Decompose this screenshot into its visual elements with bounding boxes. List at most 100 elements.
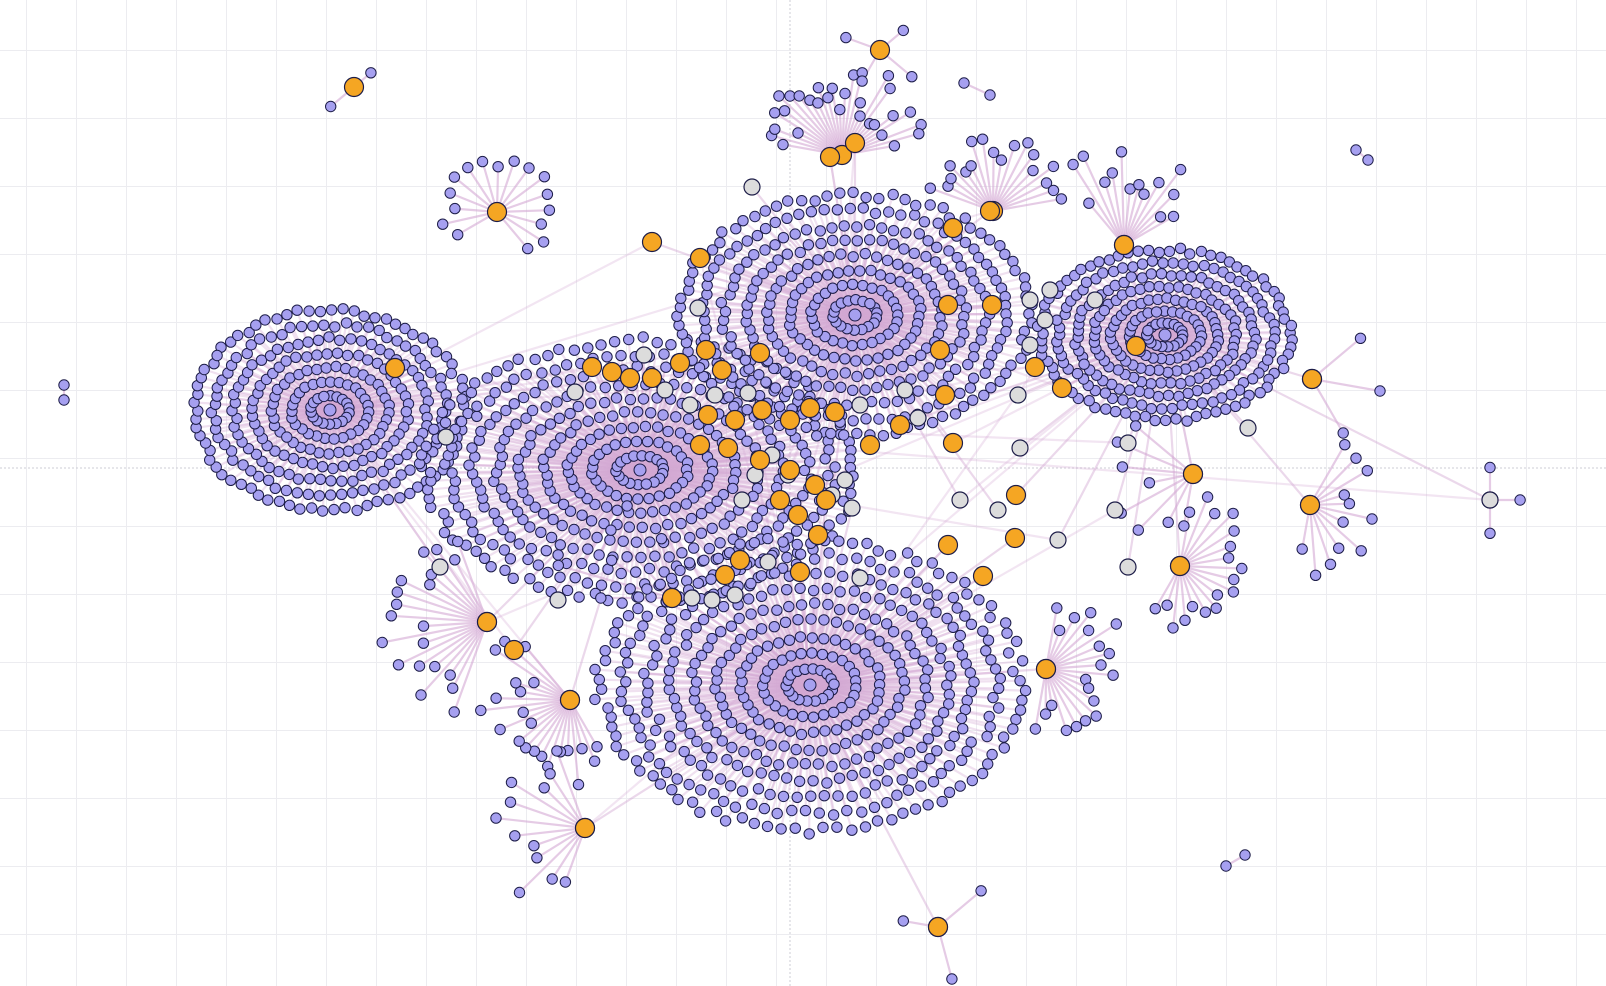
leaf-node[interactable] <box>637 393 650 405</box>
leaf-node[interactable] <box>662 518 674 531</box>
leaf-node[interactable] <box>850 753 863 765</box>
leaf-node[interactable] <box>347 475 359 487</box>
leaf-node[interactable] <box>650 724 662 737</box>
leaf-node[interactable] <box>951 602 963 614</box>
leaf-node[interactable] <box>698 554 710 566</box>
leaf-node[interactable] <box>1181 415 1193 427</box>
leaf-node[interactable] <box>884 599 896 611</box>
leaf-node[interactable] <box>323 331 335 343</box>
leaf-node[interactable] <box>641 583 653 595</box>
leaf-node[interactable] <box>535 218 547 230</box>
leaf-node[interactable] <box>538 171 551 183</box>
leaf-node[interactable] <box>269 445 281 457</box>
leaf-node[interactable] <box>498 544 511 556</box>
leaf-node[interactable] <box>373 324 385 337</box>
leaf-node[interactable] <box>815 365 827 378</box>
leaf-node[interactable] <box>805 790 817 802</box>
leaf-node[interactable] <box>490 812 502 824</box>
leaf-node[interactable] <box>615 685 628 698</box>
leaf-node[interactable] <box>915 780 927 792</box>
leaf-node[interactable] <box>924 199 936 211</box>
leaf-node[interactable] <box>1133 385 1146 398</box>
left-cluster-hub[interactable] <box>323 403 337 417</box>
leaf-node[interactable] <box>385 610 397 622</box>
leaf-node[interactable] <box>906 610 918 622</box>
leaf-node[interactable] <box>528 840 540 852</box>
leaf-node[interactable] <box>394 492 406 504</box>
leaf-node[interactable] <box>671 773 683 785</box>
leaf-node[interactable] <box>888 566 900 578</box>
leaf-node[interactable] <box>708 788 720 800</box>
leaf-node[interactable] <box>847 603 859 615</box>
leaf-node[interactable] <box>576 509 588 521</box>
hub-node[interactable] <box>799 397 821 419</box>
hub-node[interactable] <box>619 367 641 389</box>
leaf-node[interactable] <box>357 484 369 496</box>
leaf-node[interactable] <box>825 427 837 440</box>
leaf-node[interactable] <box>490 411 502 423</box>
leaf-node[interactable] <box>782 195 794 207</box>
hub-node[interactable] <box>641 367 663 389</box>
leaf-node[interactable] <box>551 376 563 388</box>
leaf-node[interactable] <box>568 344 581 356</box>
leaf-node[interactable] <box>686 796 699 808</box>
leaf-node[interactable] <box>840 719 853 731</box>
leaf-node[interactable] <box>824 566 836 578</box>
leaf-node[interactable] <box>909 647 921 660</box>
leaf-node[interactable] <box>381 331 393 344</box>
leaf-node[interactable] <box>404 464 416 476</box>
leaf-node[interactable] <box>210 461 222 473</box>
leaf-node[interactable] <box>1178 520 1190 532</box>
leaf-node[interactable] <box>851 552 863 564</box>
leaf-node[interactable] <box>781 385 793 398</box>
hub-node[interactable] <box>869 39 891 61</box>
leaf-node[interactable] <box>1007 723 1019 735</box>
leaf-node[interactable] <box>621 551 633 563</box>
leaf-node[interactable] <box>1168 188 1180 201</box>
leaf-node[interactable] <box>887 110 899 122</box>
leaf-node[interactable] <box>681 382 693 394</box>
leaf-node[interactable] <box>58 394 70 406</box>
leaf-node[interactable] <box>589 663 601 676</box>
hub-node[interactable] <box>1125 335 1147 357</box>
leaf-node[interactable] <box>245 339 257 351</box>
leaf-node[interactable] <box>1112 364 1125 376</box>
leaf-node[interactable] <box>551 745 563 757</box>
leaf-node[interactable] <box>1337 516 1349 528</box>
leaf-node[interactable] <box>463 459 475 471</box>
leaf-node[interactable] <box>843 265 855 277</box>
leaf-node[interactable] <box>1001 627 1013 639</box>
leaf-node[interactable] <box>818 709 830 721</box>
leaf-node[interactable] <box>864 555 876 568</box>
leaf-node[interactable] <box>966 135 978 148</box>
leaf-node[interactable] <box>585 397 597 409</box>
leaf-node[interactable] <box>334 334 346 346</box>
leaf-node[interactable] <box>1309 569 1322 581</box>
leaf-node[interactable] <box>545 531 558 544</box>
leaf-node[interactable] <box>719 815 732 827</box>
leaf-node[interactable] <box>965 160 977 172</box>
leaf-node[interactable] <box>803 828 815 840</box>
leaf-node[interactable] <box>517 391 530 404</box>
leaf-node[interactable] <box>983 710 995 723</box>
hub-node[interactable] <box>779 409 801 431</box>
leaf-node[interactable] <box>544 418 557 430</box>
leaf-node[interactable] <box>922 235 934 247</box>
leaf-node[interactable] <box>868 801 881 813</box>
bridge-node[interactable] <box>743 178 761 196</box>
leaf-node[interactable] <box>937 202 949 214</box>
leaf-node[interactable] <box>211 349 223 362</box>
leaf-node[interactable] <box>1170 413 1182 425</box>
leaf-node[interactable] <box>630 435 643 448</box>
leaf-node[interactable] <box>865 264 877 277</box>
hub-node[interactable] <box>751 399 773 421</box>
leaf-node[interactable] <box>603 424 615 436</box>
leaf-node[interactable] <box>814 225 826 237</box>
hub-node[interactable] <box>769 489 791 511</box>
leaf-node[interactable] <box>582 415 594 427</box>
leaf-node[interactable] <box>882 737 894 749</box>
leaf-node[interactable] <box>833 535 845 547</box>
leaf-node[interactable] <box>303 305 315 317</box>
leaf-node[interactable] <box>346 487 359 499</box>
leaf-node[interactable] <box>715 296 727 309</box>
